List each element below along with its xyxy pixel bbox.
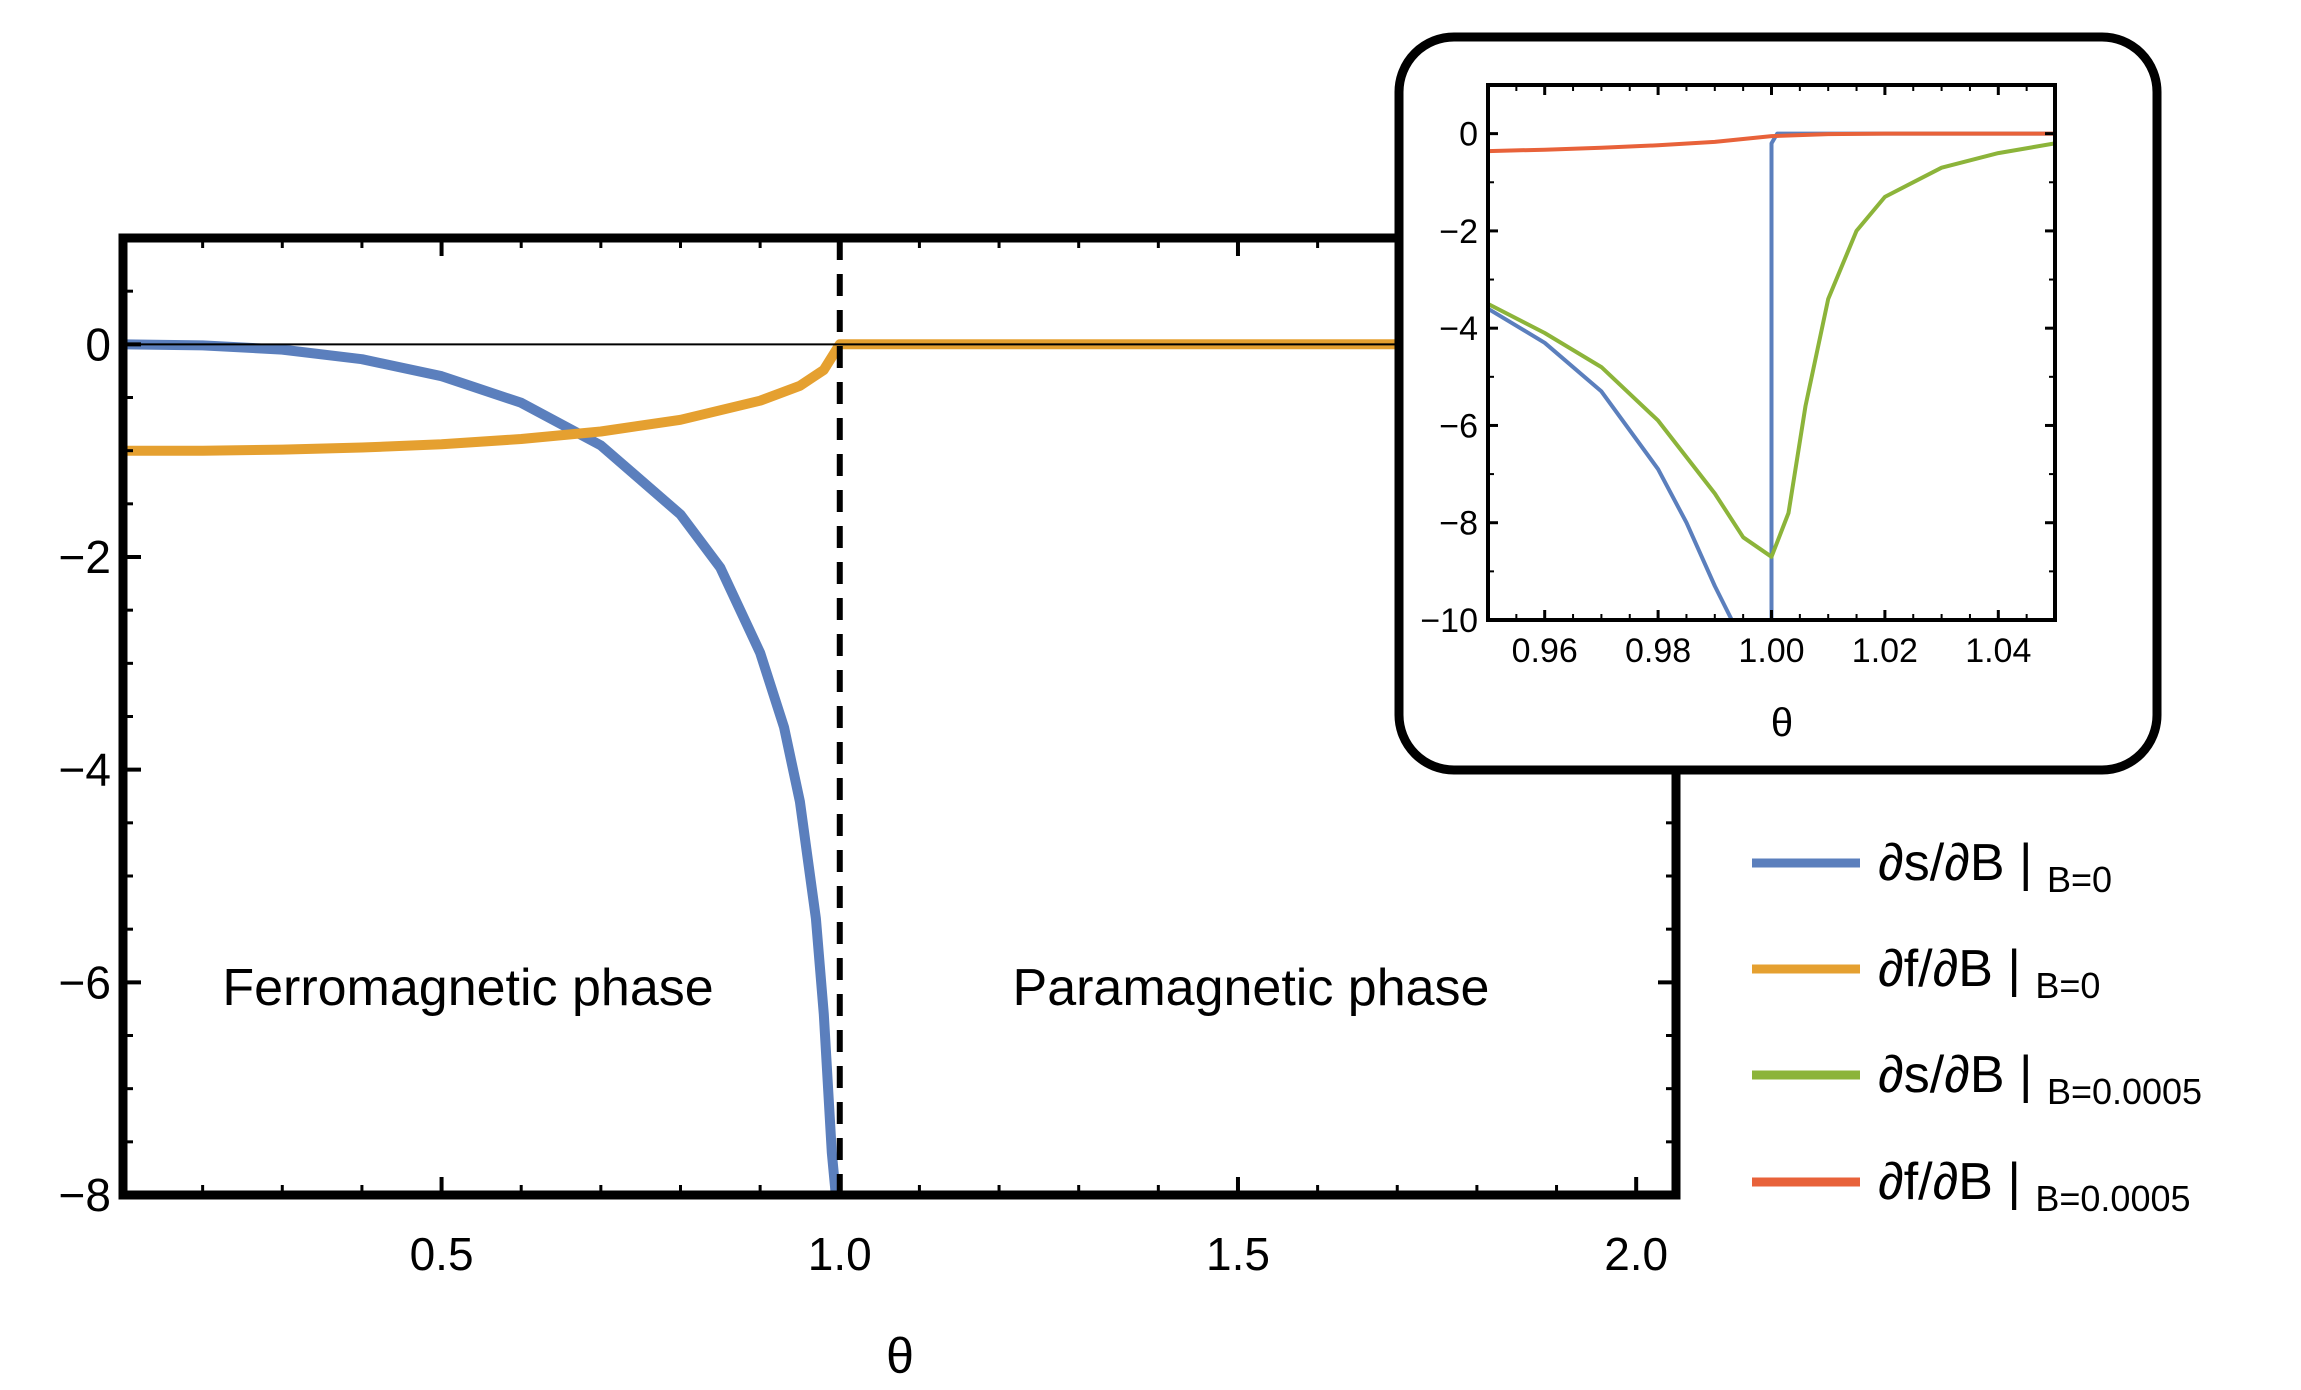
legend-label: ∂f/∂B | B=0.0005 <box>1878 1153 2191 1219</box>
main-y-tick-label: −8 <box>59 1169 111 1221</box>
inset-series-line-3 <box>1488 131 2055 154</box>
inset-panel: 0.96 0.98 1.00 1.02 1.04 0 −2 −4 −6 −8 −10 θ <box>1394 32 2162 775</box>
paramagnetic-phase-label: Paramagnetic phase <box>1013 959 1490 1017</box>
main-x-tick-label: 0.5 <box>410 1228 474 1280</box>
inset-x-tick-label: 1.00 <box>1738 632 1804 670</box>
main-x-axis-label: θ <box>886 1328 914 1384</box>
inset-y-tick-label: −8 <box>1439 505 1478 543</box>
main-x-tick-label: 1.5 <box>1206 1228 1270 1280</box>
inset-x-tick-label: 0.96 <box>1512 632 1578 670</box>
main-y-tick-label: −6 <box>59 956 111 1008</box>
inset-x-axis-label: θ <box>1771 701 1793 745</box>
inset-series-line-0 <box>1488 306 1734 620</box>
inset-y-tick-label: −2 <box>1439 213 1478 251</box>
inset-ticks <box>1487 85 2056 622</box>
inset-y-tick-label: −10 <box>1420 602 1478 640</box>
main-tick-labels: 0.5 1.0 1.5 2.0 0 −2 −4 −6 −8 <box>59 318 1669 1280</box>
inset-y-tick-label: 0 <box>1459 116 1478 154</box>
main-y-tick-label: −4 <box>59 744 111 796</box>
legend-label: ∂f/∂B | B=0 <box>1878 940 2100 1006</box>
inset-x-tick-label: 1.02 <box>1852 632 1918 670</box>
legend-label: ∂s/∂B | B=0.0005 <box>1878 1046 2202 1112</box>
inset-x-tick-label: 1.04 <box>1965 632 2031 670</box>
ferromagnetic-phase-label: Ferromagnetic phase <box>222 959 713 1017</box>
legend-item: ∂f/∂B | B=0.0005 <box>1752 1153 2191 1219</box>
legend-label: ∂s/∂B | B=0 <box>1878 834 2112 900</box>
main-y-tick-label: 0 <box>85 318 111 370</box>
legend-item: ∂s/∂B | B=0.0005 <box>1752 1046 2202 1112</box>
main-y-tick-label: −2 <box>59 531 111 583</box>
main-series-line-0 <box>122 339 841 1196</box>
inset-y-tick-label: −6 <box>1439 407 1478 445</box>
inset-x-tick-label: 0.98 <box>1625 632 1691 670</box>
inset-border <box>1394 32 2162 775</box>
legend: ∂s/∂B | B=0 ∂f/∂B | B=0 ∂s/∂B | B=0.0005… <box>1752 834 2202 1219</box>
inset-series-line-2 <box>1488 141 2055 559</box>
main-x-tick-label: 1.0 <box>808 1228 872 1280</box>
inset-series-layer <box>1488 131 2055 620</box>
main-x-tick-label: 2.0 <box>1604 1228 1668 1280</box>
legend-item: ∂f/∂B | B=0 <box>1752 940 2100 1006</box>
legend-item: ∂s/∂B | B=0 <box>1752 834 2112 900</box>
inset-y-tick-label: −4 <box>1439 310 1478 348</box>
inset-tick-labels: 0.96 0.98 1.00 1.02 1.04 0 −2 −4 −6 −8 −10 <box>1420 116 2031 670</box>
